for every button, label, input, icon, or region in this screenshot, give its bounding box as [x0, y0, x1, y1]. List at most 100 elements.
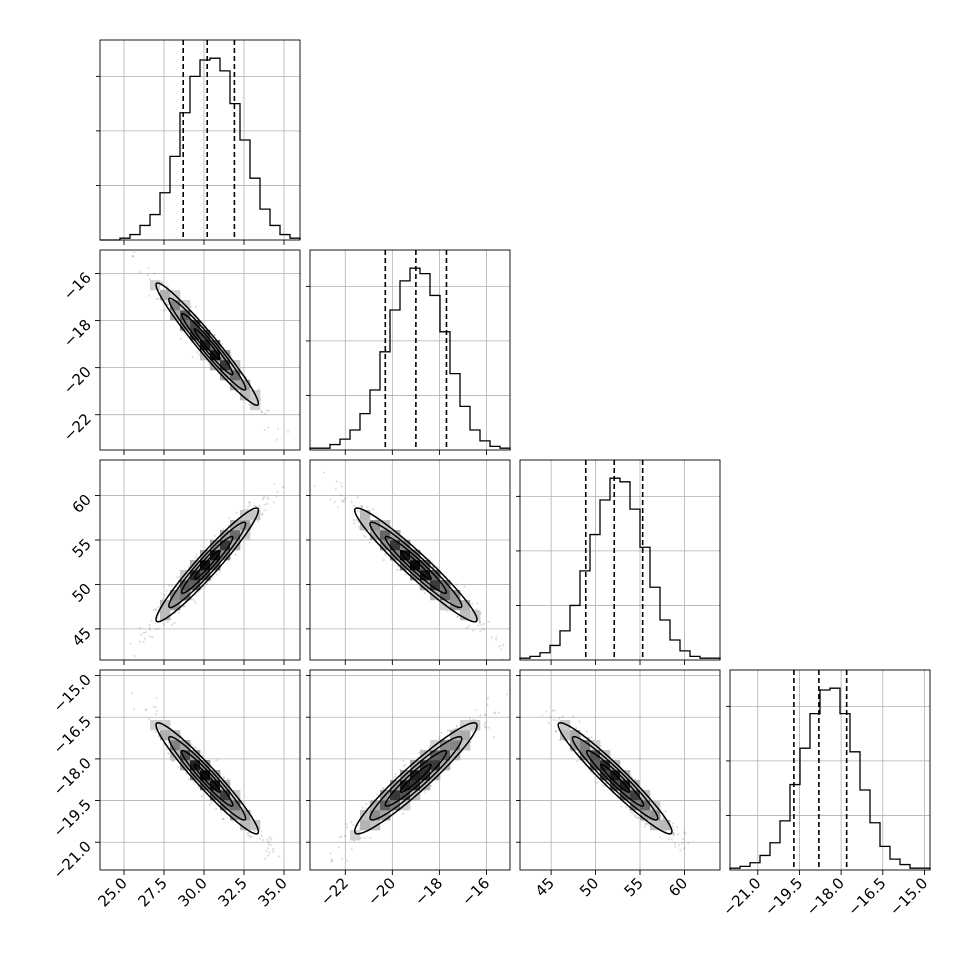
scatter-point — [267, 854, 270, 857]
scatter-point — [196, 351, 199, 354]
scatter-point — [664, 809, 667, 813]
density-cell — [230, 370, 241, 381]
scatter-point — [138, 640, 141, 643]
scatter-point — [428, 746, 431, 749]
scatter-point — [393, 775, 396, 778]
density-cell — [150, 280, 161, 291]
scatter-point — [165, 300, 168, 303]
scatter-point — [672, 834, 675, 837]
scatter-point — [404, 763, 407, 766]
scatter-point — [368, 541, 371, 544]
scatter-point — [275, 495, 278, 498]
density-cell — [170, 590, 181, 601]
density-cell — [390, 800, 401, 811]
scatter-point — [571, 715, 574, 718]
scatter-point — [213, 333, 216, 336]
scatter-point — [192, 780, 196, 784]
panel-frame — [519, 669, 721, 871]
density-cell — [460, 610, 471, 621]
density-cell — [590, 750, 601, 761]
scatter-point — [333, 500, 336, 503]
scatter-point — [194, 305, 198, 308]
y-tick-label: −19.5 — [50, 796, 95, 841]
scatter-point — [214, 334, 217, 337]
scatter-point — [154, 628, 158, 631]
scatter-point — [449, 609, 452, 613]
scatter-point — [129, 642, 132, 645]
scatter-point — [200, 795, 204, 798]
density-cell — [640, 790, 651, 801]
scatter-point — [476, 602, 479, 605]
density-cell — [630, 790, 641, 801]
scatter-point — [360, 504, 363, 507]
density-cell — [420, 760, 431, 771]
contour-line — [369, 521, 463, 609]
scatter-point — [205, 583, 209, 586]
scatter-point — [130, 691, 134, 695]
density-cell — [450, 740, 461, 751]
scatter-point — [555, 719, 558, 722]
density-cell — [160, 600, 171, 611]
scatter-point — [578, 720, 581, 723]
scatter-point — [275, 438, 279, 441]
scatter-point — [371, 507, 374, 511]
density-cell — [580, 750, 591, 761]
scatter-point — [172, 760, 175, 763]
density-cell — [400, 560, 411, 571]
density-cell — [230, 380, 241, 391]
scatter-point — [484, 725, 487, 729]
scatter-point — [463, 585, 466, 588]
y-tick-label: −16 — [60, 269, 95, 304]
scatter-point — [322, 471, 325, 474]
scatter-point — [343, 497, 347, 500]
panel-frame — [99, 459, 301, 661]
scatter-point — [222, 817, 225, 821]
scatter-point — [417, 751, 421, 755]
scatter-point — [589, 770, 592, 774]
scatter-point — [345, 823, 348, 826]
scatter-point — [162, 598, 165, 601]
scatter-point — [471, 602, 474, 605]
scatter-point — [168, 584, 171, 587]
scatter-point — [273, 482, 276, 485]
contour-line — [384, 535, 448, 595]
scatter-point — [403, 573, 407, 576]
scatter-point — [679, 849, 682, 852]
scatter-point — [478, 621, 481, 624]
scatter-point — [192, 598, 195, 602]
scatter-point — [498, 711, 501, 715]
scatter-point — [632, 811, 635, 814]
scatter-point — [500, 648, 503, 651]
scatter-point — [402, 765, 405, 768]
density-cell — [240, 820, 251, 831]
scatter-point — [672, 832, 676, 835]
scatter-point — [487, 726, 491, 729]
scatter-point — [682, 847, 686, 850]
panel-frame — [99, 249, 301, 451]
histogram-step — [729, 687, 931, 870]
density-cell — [430, 580, 441, 591]
contour-line — [384, 749, 448, 807]
scatter-point — [194, 746, 198, 749]
scatter-point — [330, 858, 333, 861]
scatter-point — [335, 480, 338, 483]
scatter-point — [267, 409, 270, 412]
histogram-panel — [726, 669, 931, 871]
scatter-point — [362, 534, 366, 538]
x-tick-label: 25.0 — [94, 874, 130, 910]
scatter-point — [250, 836, 253, 839]
contour-line — [168, 735, 247, 821]
contour-line — [155, 507, 260, 623]
y-tick-label: −18 — [60, 316, 95, 351]
scatter-point — [291, 873, 293, 875]
density-cell — [440, 590, 451, 601]
density-cell — [420, 770, 431, 781]
scatter-point — [590, 736, 593, 739]
density-cell — [190, 330, 201, 341]
scatter-point — [194, 594, 197, 597]
contour-line — [180, 749, 234, 807]
density-panel — [306, 459, 511, 665]
scatter-point — [131, 254, 134, 258]
density-cell — [450, 730, 461, 741]
scatter-point — [553, 709, 556, 712]
